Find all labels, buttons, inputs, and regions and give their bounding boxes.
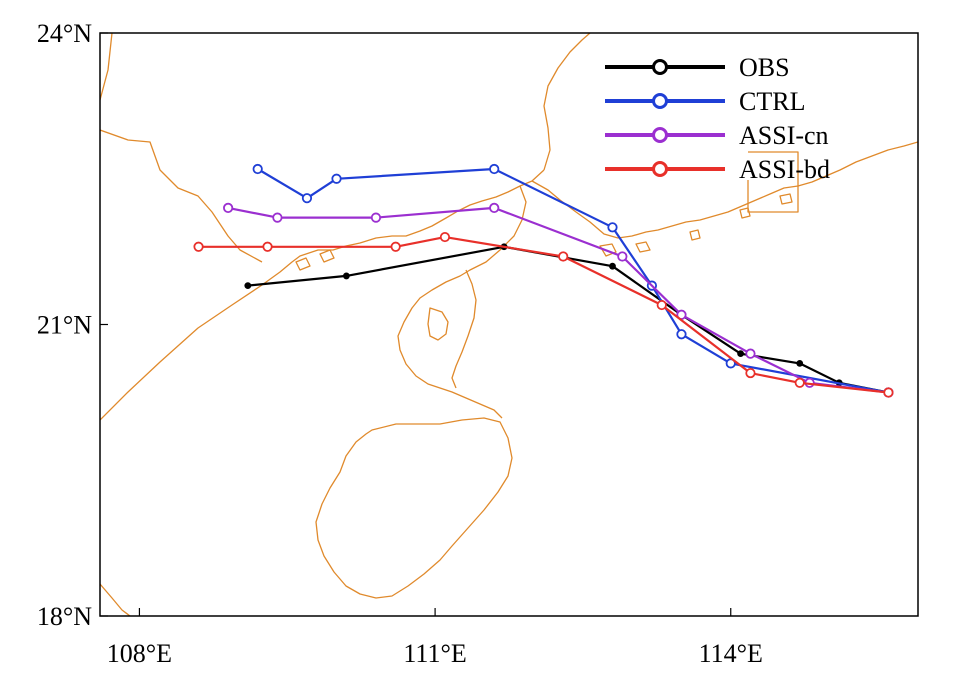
legend-item: ASSI-cn bbox=[605, 121, 829, 150]
legend-label: ASSI-bd bbox=[739, 155, 830, 184]
track-point bbox=[737, 350, 745, 358]
series-ctrl-track bbox=[252, 163, 894, 398]
x-tick-label: 114°E bbox=[699, 639, 763, 668]
y-axis: 18°N 21°N 24°N bbox=[37, 19, 108, 631]
track-point bbox=[607, 222, 618, 233]
x-tick-label: 108°E bbox=[107, 639, 172, 668]
series-assi-bd-track bbox=[193, 231, 894, 398]
legend-marker bbox=[652, 59, 668, 75]
track-point bbox=[883, 387, 894, 398]
track-point bbox=[617, 251, 628, 262]
legend-item: CTRL bbox=[605, 87, 805, 116]
track-point bbox=[223, 202, 234, 213]
legend: OBS CTRL ASSI-cn ASSI-bd bbox=[605, 53, 830, 184]
track-point bbox=[252, 163, 263, 175]
track-point bbox=[272, 212, 283, 223]
x-tick-label: 111°E bbox=[403, 639, 466, 668]
x-axis: 108°E 111°E 114°E bbox=[107, 608, 763, 668]
track-point bbox=[331, 173, 342, 184]
y-tick-label: 21°N bbox=[37, 311, 92, 340]
track-point bbox=[489, 163, 500, 175]
track-point bbox=[794, 377, 805, 388]
track-point bbox=[609, 262, 616, 270]
series-assi-cn-track bbox=[223, 202, 894, 398]
legend-label: ASSI-cn bbox=[739, 121, 829, 150]
track-point bbox=[262, 241, 273, 252]
track-point bbox=[342, 272, 350, 280]
legend-marker bbox=[652, 93, 668, 109]
tracks bbox=[193, 163, 894, 398]
coastline bbox=[100, 33, 918, 616]
track-point bbox=[796, 359, 804, 367]
y-tick-label: 24°N bbox=[37, 19, 92, 48]
legend-label: CTRL bbox=[739, 87, 805, 116]
track-point bbox=[745, 367, 756, 379]
legend-marker bbox=[652, 127, 668, 143]
track-point bbox=[244, 282, 252, 290]
track-point bbox=[370, 212, 382, 223]
legend-item: OBS bbox=[605, 53, 790, 82]
track-point bbox=[193, 241, 204, 252]
track-point bbox=[656, 299, 667, 311]
y-tick-label: 18°N bbox=[37, 602, 92, 631]
track-point bbox=[489, 202, 500, 213]
legend-marker bbox=[652, 161, 668, 177]
track-point bbox=[745, 348, 756, 359]
track-point bbox=[301, 193, 313, 204]
track-point bbox=[558, 251, 569, 262]
legend-label: OBS bbox=[739, 53, 790, 82]
track-point bbox=[676, 329, 687, 340]
track-point bbox=[439, 231, 451, 243]
legend-item: ASSI-bd bbox=[605, 155, 830, 184]
track-point bbox=[390, 241, 401, 252]
